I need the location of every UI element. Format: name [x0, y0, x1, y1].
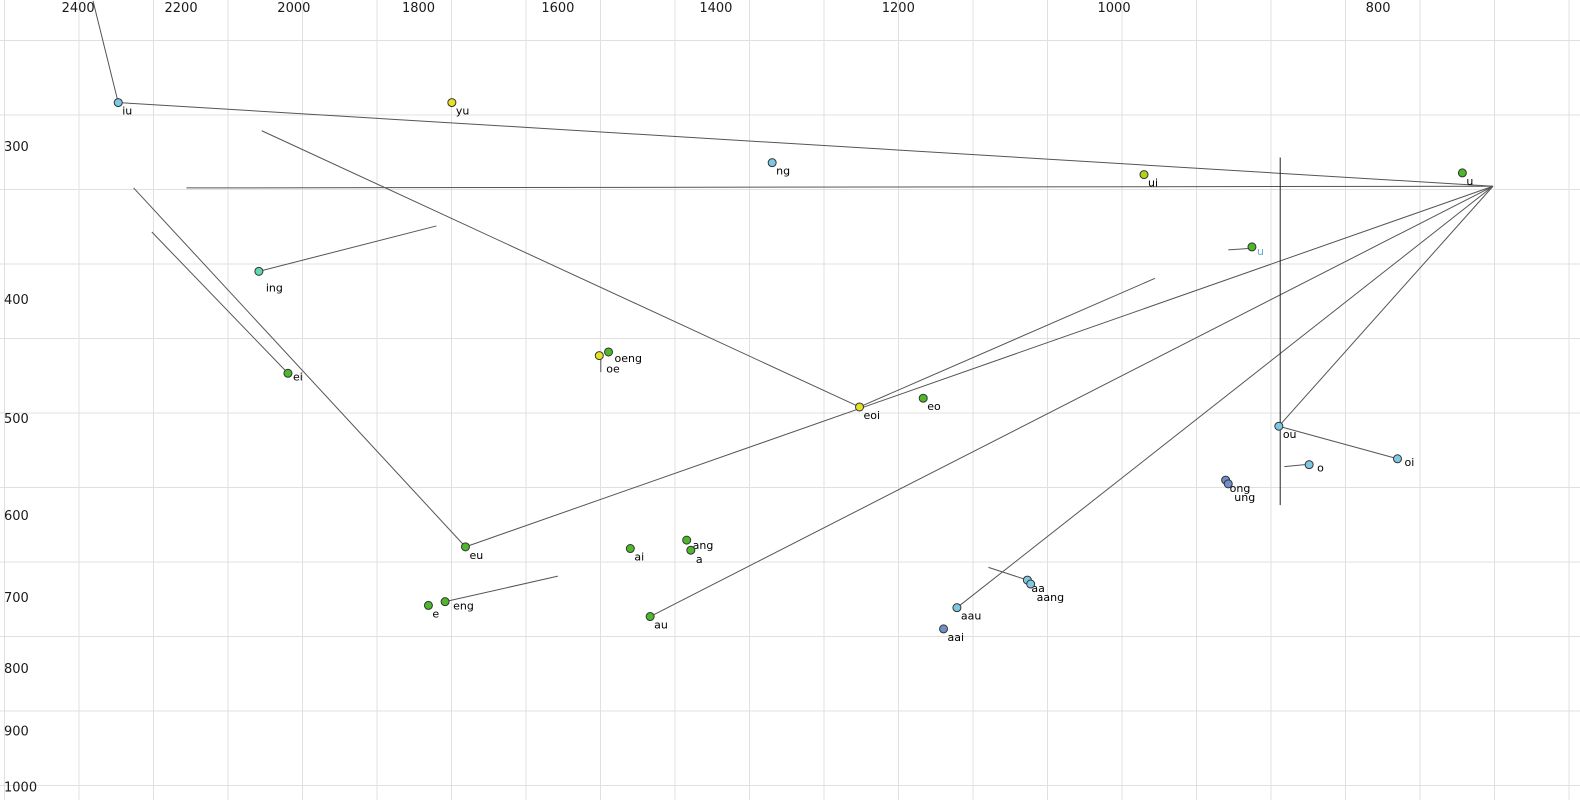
point-label-iu: iu	[122, 105, 132, 118]
trajectory-line-seg-18	[988, 566, 1028, 581]
x-tick-label-2000: 2000	[277, 1, 310, 16]
point-aang[interactable]	[1026, 579, 1036, 589]
point-oeng[interactable]	[604, 347, 614, 357]
point-u-1[interactable]	[1457, 168, 1467, 178]
trajectory-line-seg-7	[133, 187, 466, 548]
y-tick-label-800: 800	[4, 662, 29, 677]
x-tick-label-1400: 1400	[699, 1, 732, 16]
point-label-ui: ui	[1148, 177, 1158, 190]
point-label-yu: yu	[456, 105, 469, 118]
point-label-u-1: u	[1466, 175, 1473, 188]
x-tick-label-2400: 2400	[62, 1, 95, 16]
trajectory-line-seg-11	[956, 185, 1494, 609]
point-ing[interactable]	[254, 266, 264, 276]
trajectory-line-seg-12	[1278, 185, 1494, 427]
x-tick-label-1800: 1800	[402, 1, 435, 16]
point-ng[interactable]	[767, 158, 777, 168]
point-label-aang: aang	[1037, 591, 1064, 604]
point-label-ei: ei	[293, 370, 303, 383]
point-label-oeng: oeng	[615, 352, 642, 365]
trajectory-line-seg-19	[445, 575, 559, 603]
point-o[interactable]	[1304, 460, 1314, 470]
point-u-2[interactable]	[1247, 242, 1257, 252]
trajectory-line-seg-5	[258, 225, 437, 272]
y-tick-label-900: 900	[4, 725, 29, 740]
point-label-ng: ng	[776, 165, 790, 178]
point-au[interactable]	[645, 612, 655, 622]
trajectory-line-seg-16	[1284, 464, 1306, 468]
point-iu[interactable]	[113, 98, 123, 108]
point-e[interactable]	[423, 600, 433, 610]
point-label-au: au	[654, 619, 668, 632]
x-tick-label-1600: 1600	[541, 1, 574, 16]
point-label-ou: ou	[1283, 428, 1297, 441]
point-aau[interactable]	[952, 603, 962, 613]
trajectory-line-seg-10	[649, 185, 1494, 618]
point-eo[interactable]	[918, 393, 928, 403]
point-aai[interactable]	[939, 624, 949, 634]
trajectory-line-seg-3	[186, 185, 1493, 189]
point-label-eo: eo	[927, 400, 941, 413]
point-label-ing: ing	[266, 281, 283, 294]
point-ei[interactable]	[283, 368, 293, 378]
point-oe[interactable]	[594, 351, 604, 361]
x-tick-label-1200: 1200	[882, 1, 915, 16]
point-ang[interactable]	[682, 535, 692, 545]
point-eng[interactable]	[440, 597, 450, 607]
point-label-ai: ai	[634, 551, 644, 564]
trajectory-line-seg-4	[261, 130, 860, 408]
point-ai[interactable]	[625, 544, 635, 554]
point-label-ang: ang	[693, 539, 714, 552]
point-yu[interactable]	[447, 98, 457, 108]
trajectory-line-seg-9	[465, 185, 1494, 548]
point-eu[interactable]	[460, 542, 470, 552]
point-ung[interactable]	[1223, 479, 1233, 489]
point-label-eng: eng	[453, 600, 474, 613]
y-tick-label-500: 500	[4, 412, 29, 427]
point-ui[interactable]	[1139, 170, 1149, 180]
point-label-e: e	[432, 607, 439, 620]
y-tick-label-1000: 1000	[4, 781, 37, 796]
point-ou[interactable]	[1274, 421, 1284, 431]
point-label-a: a	[696, 553, 703, 566]
x-tick-label-1000: 1000	[1098, 1, 1131, 16]
point-label-ung: ung	[1234, 491, 1255, 504]
point-a[interactable]	[686, 545, 696, 555]
x-tick-label-800: 800	[1366, 1, 1391, 16]
y-tick-label-300: 300	[4, 140, 29, 155]
point-label-o: o	[1317, 462, 1324, 475]
trajectory-line-seg-1	[92, 0, 119, 103]
point-label-eu: eu	[469, 549, 483, 562]
y-tick-label-700: 700	[4, 591, 29, 606]
point-label-eoi: eoi	[864, 409, 881, 422]
y-tick-label-400: 400	[4, 293, 29, 308]
point-label-oi: oi	[1404, 456, 1414, 469]
trajectory-line-seg-2	[118, 102, 1493, 187]
point-eoi[interactable]	[855, 402, 865, 412]
x-tick-label-2200: 2200	[165, 1, 198, 16]
point-oi[interactable]	[1392, 454, 1402, 464]
point-label-aai: aai	[948, 631, 965, 644]
point-label-oe: oe	[606, 363, 620, 376]
point-label-aau: aau	[961, 610, 981, 623]
point-label-ong: ong	[1230, 482, 1251, 495]
trajectory-line-seg-14	[1278, 425, 1398, 460]
trajectory-line-seg-6	[151, 231, 289, 374]
y-tick-label-600: 600	[4, 509, 29, 524]
trajectory-line-seg-15	[1228, 247, 1251, 251]
point-label-u-2: u	[1257, 245, 1264, 258]
trajectory-line-seg-8	[859, 277, 1156, 408]
